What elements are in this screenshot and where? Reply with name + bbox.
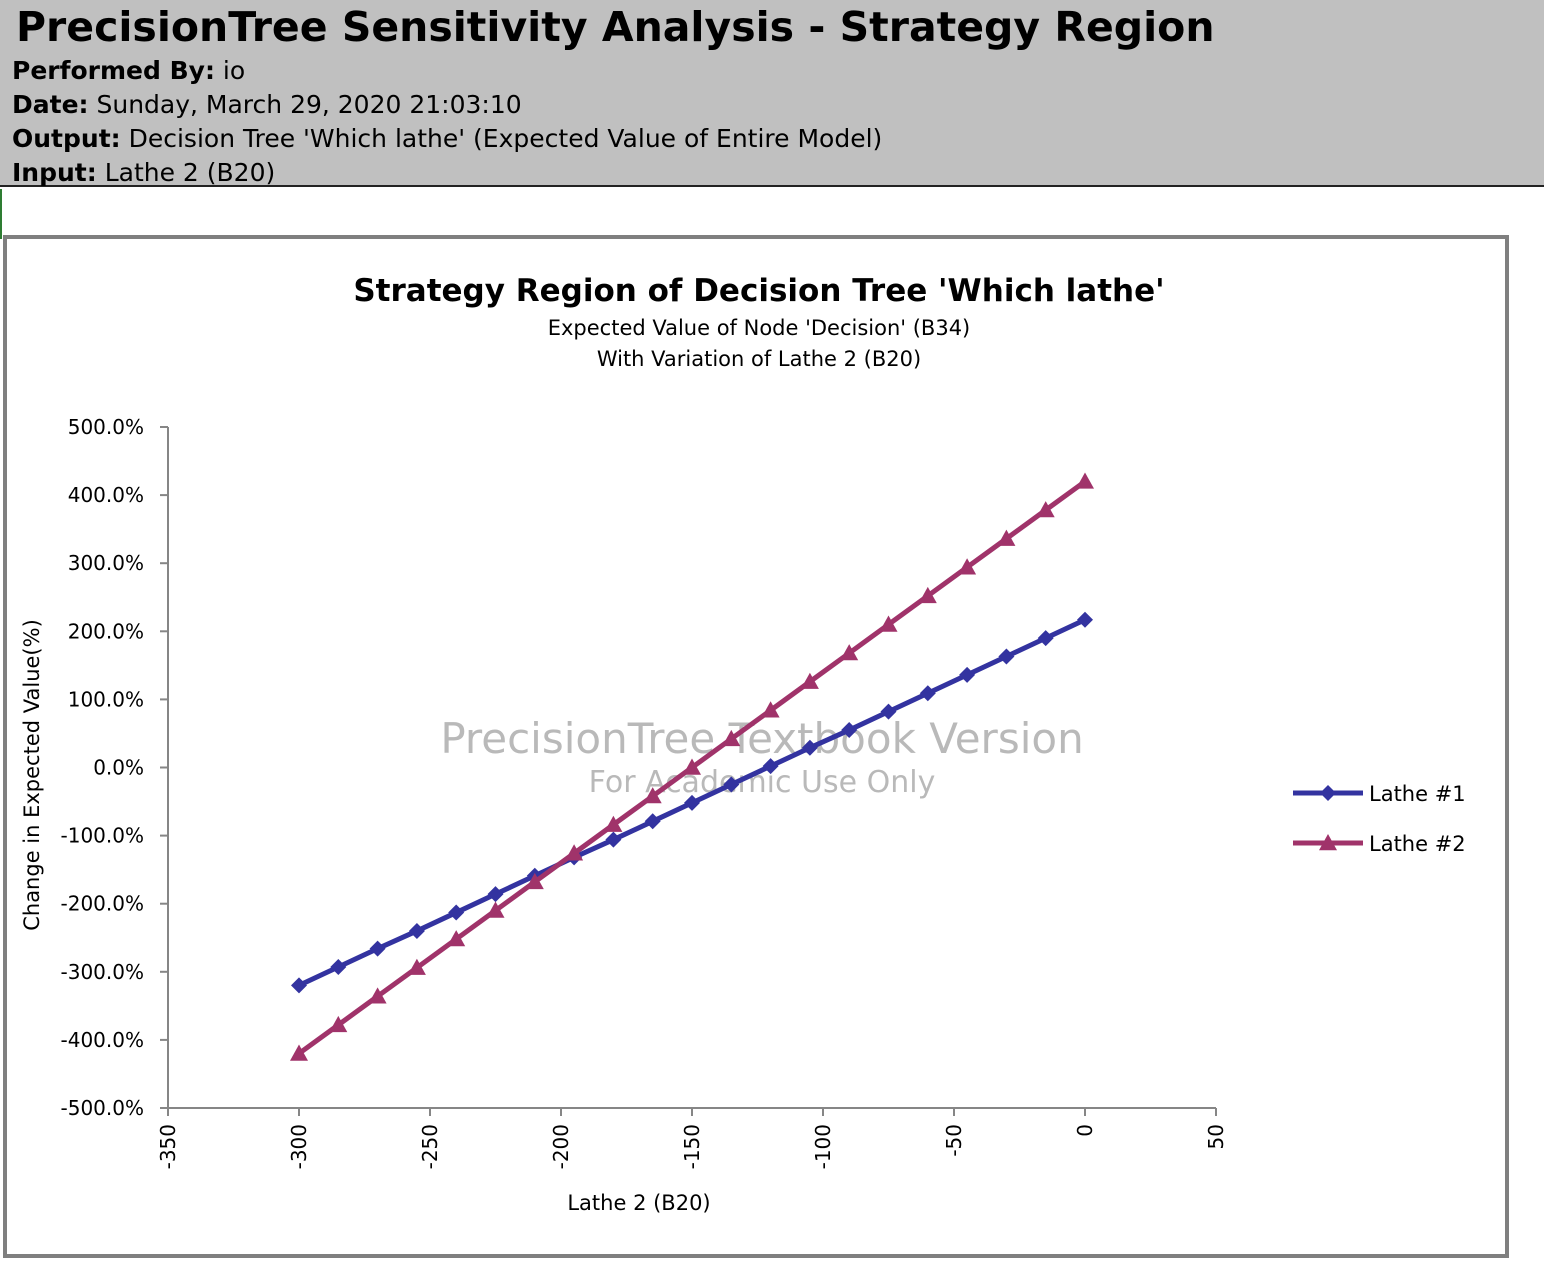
x-tick-label: -300 bbox=[287, 1124, 311, 1169]
data-point bbox=[841, 722, 858, 739]
date-label: Date: bbox=[12, 90, 89, 119]
legend-label: Lathe #1 bbox=[1369, 782, 1466, 806]
series-2 bbox=[290, 472, 1094, 1061]
chart-title: Strategy Region of Decision Tree 'Which … bbox=[353, 273, 1164, 309]
chart-subtitle-2: With Variation of Lathe 2 (B20) bbox=[597, 347, 921, 371]
series-1 bbox=[291, 611, 1093, 994]
data-point bbox=[408, 922, 425, 939]
data-point bbox=[1037, 630, 1054, 647]
data-point bbox=[448, 904, 465, 921]
data-point bbox=[997, 529, 1016, 546]
data-point bbox=[605, 831, 622, 848]
y-tick-label: 300.0% bbox=[68, 551, 144, 575]
data-point bbox=[644, 813, 661, 830]
data-point bbox=[1076, 472, 1094, 489]
legend-marker bbox=[1320, 785, 1336, 801]
data-point bbox=[291, 977, 307, 994]
y-axis-ticks: 500.0% 400.0% 300.0% 200.0% 100.0% 0.0% -100.0… bbox=[61, 415, 168, 1120]
y-tick-label: 400.0% bbox=[68, 483, 144, 507]
x-tick-label: 0 bbox=[1073, 1124, 1097, 1137]
data-point bbox=[1077, 611, 1093, 628]
x-tick-label: -200 bbox=[549, 1124, 573, 1169]
y-tick-label: -300.0% bbox=[61, 960, 144, 984]
output-row: Output: Decision Tree 'Which lathe' (Exp… bbox=[12, 123, 882, 155]
data-point bbox=[407, 958, 426, 975]
data-point bbox=[918, 586, 937, 604]
y-tick-label: -100.0% bbox=[61, 824, 144, 848]
data-point bbox=[880, 703, 897, 720]
watermark: PrecisionTree Textbook Version For Acade… bbox=[440, 714, 1083, 800]
legend-item-1: Lathe #1 bbox=[1293, 782, 1466, 806]
data-point bbox=[330, 959, 347, 976]
report-title: PrecisionTree Sensitivity Analysis - Str… bbox=[16, 3, 1215, 51]
x-tick-label: 50 bbox=[1204, 1124, 1228, 1149]
data-point bbox=[801, 739, 818, 756]
data-point bbox=[487, 886, 504, 903]
data-point bbox=[604, 815, 623, 832]
data-point bbox=[643, 787, 662, 804]
data-point bbox=[800, 672, 819, 689]
data-point bbox=[290, 1044, 308, 1061]
data-point bbox=[762, 758, 779, 775]
data-point bbox=[919, 685, 936, 702]
y-axis-label: Change in Expected Value(%) bbox=[20, 619, 44, 931]
x-tick-label: -50 bbox=[942, 1124, 966, 1157]
x-tick-label: -100 bbox=[811, 1124, 835, 1169]
strategy-region-chart: Strategy Region of Decision Tree 'Which … bbox=[20, 273, 1466, 1215]
data-point bbox=[722, 729, 741, 747]
data-point bbox=[486, 901, 505, 918]
y-tick-label: -400.0% bbox=[61, 1028, 144, 1052]
y-tick-label: 500.0% bbox=[68, 415, 144, 439]
data-point bbox=[761, 701, 780, 718]
y-tick-label: 100.0% bbox=[68, 687, 144, 711]
watermark-line-1: PrecisionTree Textbook Version bbox=[440, 714, 1083, 763]
chart-legend: Lathe #1 Lathe #2 bbox=[1293, 782, 1466, 856]
data-point bbox=[565, 844, 584, 861]
input-label: Input: bbox=[12, 158, 97, 187]
legend-marker bbox=[1319, 834, 1337, 851]
input-value: Lathe 2 (B20) bbox=[104, 158, 276, 187]
report-header: PrecisionTree Sensitivity Analysis - Str… bbox=[0, 0, 1544, 187]
y-tick-label: 0.0% bbox=[93, 756, 144, 780]
series-layer bbox=[290, 472, 1094, 1061]
y-tick-label: 200.0% bbox=[68, 619, 144, 643]
data-point bbox=[723, 776, 740, 793]
legend-label: Lathe #2 bbox=[1369, 832, 1466, 856]
chart-frame[interactable]: Strategy Region of Decision Tree 'Which … bbox=[3, 235, 1509, 1258]
data-point bbox=[879, 615, 898, 632]
data-point bbox=[1036, 501, 1055, 518]
data-point bbox=[998, 648, 1015, 665]
legend-item-2: Lathe #2 bbox=[1293, 832, 1466, 856]
y-tick-label: -200.0% bbox=[61, 892, 144, 916]
performed-by-row: Performed By: io bbox=[12, 55, 245, 87]
output-value: Decision Tree 'Which lathe' (Expected Va… bbox=[128, 124, 883, 153]
data-point bbox=[958, 558, 977, 575]
date-value: Sunday, March 29, 2020 21:03:10 bbox=[96, 90, 522, 119]
performed-by-value: io bbox=[222, 56, 246, 85]
data-point bbox=[959, 666, 976, 683]
performed-by-label: Performed By: bbox=[12, 56, 215, 85]
x-tick-label: -150 bbox=[680, 1124, 704, 1169]
x-axis-ticks: -350 -300 -250 -200 -150 -100 -50 0 50 bbox=[156, 1108, 1228, 1169]
data-point bbox=[684, 794, 700, 811]
data-point bbox=[329, 1015, 348, 1033]
y-tick-label: -500.0% bbox=[61, 1096, 144, 1120]
data-point bbox=[369, 940, 386, 957]
cell-edge-marker bbox=[0, 189, 2, 239]
output-label: Output: bbox=[12, 124, 121, 153]
x-axis-label: Lathe 2 (B20) bbox=[567, 1191, 710, 1215]
data-point bbox=[447, 930, 466, 947]
x-tick-label: -350 bbox=[156, 1124, 180, 1169]
data-point bbox=[683, 758, 701, 775]
chart-subtitle-1: Expected Value of Node 'Decision' (B34) bbox=[548, 316, 971, 340]
data-point bbox=[840, 644, 859, 661]
x-tick-label: -250 bbox=[418, 1124, 442, 1169]
date-row: Date: Sunday, March 29, 2020 21:03:10 bbox=[12, 89, 522, 121]
input-row: Input: Lathe 2 (B20) bbox=[12, 157, 275, 189]
data-point bbox=[368, 987, 387, 1004]
data-point bbox=[525, 872, 544, 890]
